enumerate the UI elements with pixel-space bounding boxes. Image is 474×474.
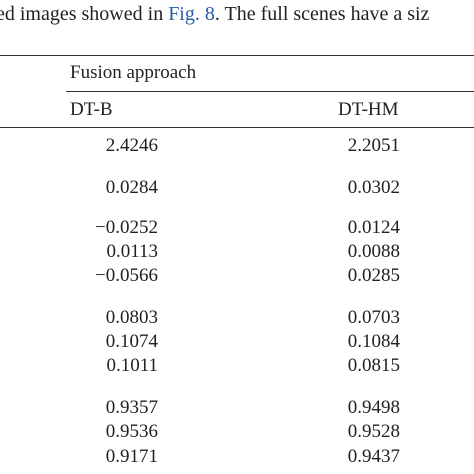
figure-link[interactable]: Fig. 8 xyxy=(168,3,215,25)
text: . The full scenes have a siz xyxy=(214,3,430,25)
body-text: ed images showed in Fig. 8. The full sce… xyxy=(0,3,429,25)
table-cell: 0.0124 xyxy=(347,217,400,238)
group-header: Fusion approach xyxy=(70,62,197,83)
table-rule xyxy=(66,91,474,92)
table-cell: 2.2051 xyxy=(347,135,400,156)
table-cell: 0.0113 xyxy=(106,241,158,262)
table-cell: 0.0815 xyxy=(347,355,400,376)
table-cell: 0.9437 xyxy=(347,446,400,467)
table-cell: 0.0302 xyxy=(347,177,400,198)
table-cell: 0.9528 xyxy=(347,421,400,442)
table-cell: 0.9171 xyxy=(105,446,158,467)
table-cell: 0.0803 xyxy=(105,307,158,328)
table-cell: 0.0284 xyxy=(105,177,158,198)
table-rule xyxy=(0,55,474,56)
table-cell: −0.0566 xyxy=(95,265,158,286)
column-header: DT-B xyxy=(70,99,113,120)
table-cell: 0.9357 xyxy=(105,397,158,418)
table-cell: 0.1074 xyxy=(105,331,158,352)
table-cell: 0.1011 xyxy=(106,355,158,376)
table-rule xyxy=(0,127,474,128)
table-cell: 0.0285 xyxy=(347,265,400,286)
table-cell: 0.9536 xyxy=(105,421,158,442)
table-cell: 0.9498 xyxy=(347,397,400,418)
table-cell: −0.0252 xyxy=(95,217,158,238)
table-cell: 2.4246 xyxy=(105,135,158,156)
table-cell: 0.0088 xyxy=(347,241,400,262)
table-cell: 0.0703 xyxy=(347,307,400,328)
column-header: DT-HM xyxy=(338,99,399,120)
table-cell: 0.1084 xyxy=(347,331,400,352)
text: ed images showed in xyxy=(0,3,169,25)
